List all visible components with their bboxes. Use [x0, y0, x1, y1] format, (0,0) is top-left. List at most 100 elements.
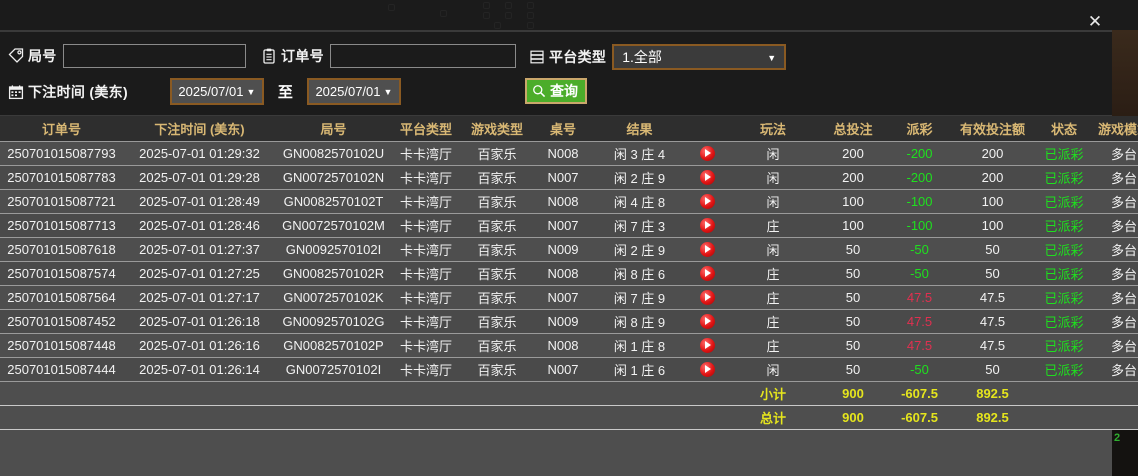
cell-status: 已派彩	[1034, 213, 1094, 238]
close-icon[interactable]: ✕	[1087, 11, 1103, 31]
col-valid-bet[interactable]: 有效投注额	[951, 116, 1034, 142]
cell-round-no: GN0092570102G	[276, 309, 391, 334]
cell-payout: 47.5	[888, 333, 951, 358]
col-game-mode[interactable]: 游戏模式	[1094, 116, 1138, 142]
order-input[interactable]	[329, 44, 516, 68]
total-row: 总计 900 -607.5 892.5	[0, 405, 1138, 430]
cell-result: 闲 1 庄 8	[593, 333, 686, 358]
col-replay	[686, 116, 728, 142]
round-filter-group: 局号	[8, 44, 246, 68]
cell-payout: -50	[888, 237, 951, 262]
col-order-no[interactable]: 订单号	[0, 116, 123, 142]
cell-payout: -200	[888, 165, 951, 190]
col-table-no[interactable]: 桌号	[533, 116, 593, 142]
search-button-label: 查询	[550, 83, 578, 99]
play-icon[interactable]	[699, 289, 715, 305]
total-label: 总计	[728, 405, 818, 430]
cell-table-no: N009	[533, 309, 593, 334]
cell-total-bet: 100	[818, 189, 888, 214]
play-icon[interactable]	[699, 241, 715, 257]
search-icon	[532, 84, 546, 98]
cell-game-type: 百家乐	[461, 261, 533, 286]
cell-result: 闲 2 庄 9	[593, 237, 686, 262]
play-icon[interactable]	[699, 145, 715, 161]
cell-total-bet: 100	[818, 213, 888, 238]
date-to-picker[interactable]: 2025/07/01 ▼	[306, 78, 401, 105]
filter-toolbar: 局号 订单号	[0, 32, 1112, 115]
table-row[interactable]: 250701015087574 2025-07-01 01:27:25 GN00…	[0, 261, 1138, 286]
table-empty-area	[0, 429, 1112, 476]
chevron-down-icon: ▼	[246, 87, 256, 97]
round-input[interactable]	[62, 44, 246, 68]
play-icon[interactable]	[699, 169, 715, 185]
col-result[interactable]: 结果	[593, 116, 686, 142]
col-play-type[interactable]: 玩法	[728, 116, 818, 142]
col-bet-time[interactable]: 下注时间 (美东)	[123, 116, 276, 142]
play-icon[interactable]	[699, 337, 715, 353]
cell-order-no: 250701015087713	[0, 213, 123, 238]
table-row[interactable]: 250701015087713 2025-07-01 01:28:46 GN00…	[0, 213, 1138, 238]
col-status[interactable]: 状态	[1034, 116, 1094, 142]
subtotal-row: 小计 900 -607.5 892.5	[0, 381, 1138, 406]
cell-valid-bet: 100	[951, 213, 1034, 238]
cell-replay	[686, 189, 728, 214]
table-row[interactable]: 250701015087793 2025-07-01 01:29:32 GN00…	[0, 141, 1138, 166]
date-from-picker[interactable]: 2025/07/01 ▼	[169, 78, 264, 105]
col-round-no[interactable]: 局号	[276, 116, 391, 142]
cell-table-no: N007	[533, 213, 593, 238]
chevron-down-icon: ▼	[383, 87, 393, 97]
total-payout: -607.5	[888, 405, 951, 430]
cell-valid-bet: 50	[951, 237, 1034, 262]
date-range-separator: 至	[277, 84, 293, 101]
table-row[interactable]: 250701015087618 2025-07-01 01:27:37 GN00…	[0, 237, 1138, 262]
cell-payout: -100	[888, 189, 951, 214]
table-row[interactable]: 250701015087452 2025-07-01 01:26:18 GN00…	[0, 309, 1138, 334]
window-top-decor	[0, 0, 1138, 30]
cell-game-mode: 多台	[1094, 261, 1138, 286]
cell-replay	[686, 333, 728, 358]
cell-game-mode: 多台	[1094, 285, 1138, 310]
play-icon[interactable]	[699, 313, 715, 329]
cell-bet-time: 2025-07-01 01:26:18	[123, 309, 276, 334]
tag-icon	[8, 48, 24, 64]
table-row[interactable]: 250701015087444 2025-07-01 01:26:14 GN00…	[0, 357, 1138, 382]
play-icon[interactable]	[699, 361, 715, 377]
cell-status: 已派彩	[1034, 189, 1094, 214]
cell-table-no: N008	[533, 141, 593, 166]
cell-play-type: 闲	[728, 141, 818, 166]
col-platform-type[interactable]: 平台类型	[391, 116, 461, 142]
total-total-bet: 900	[818, 405, 888, 430]
bettime-label: 下注时间 (美东)	[28, 83, 128, 100]
table-row[interactable]: 250701015087721 2025-07-01 01:28:49 GN00…	[0, 189, 1138, 214]
table-row[interactable]: 250701015087564 2025-07-01 01:27:17 GN00…	[0, 285, 1138, 310]
play-icon[interactable]	[699, 265, 715, 281]
col-total-bet[interactable]: 总投注	[818, 116, 888, 142]
date-from-value: 2025/07/01	[178, 84, 244, 99]
play-icon[interactable]	[699, 217, 715, 233]
table-row[interactable]: 250701015087783 2025-07-01 01:29:28 GN00…	[0, 165, 1138, 190]
cell-total-bet: 200	[818, 165, 888, 190]
cell-platform: 卡卡湾厅	[391, 141, 461, 166]
table-row[interactable]: 250701015087448 2025-07-01 01:26:16 GN00…	[0, 333, 1138, 358]
order-filter-group: 订单号	[261, 44, 516, 68]
cell-total-bet: 50	[818, 309, 888, 334]
play-icon[interactable]	[699, 193, 715, 209]
cell-total-bet: 50	[818, 333, 888, 358]
cell-platform: 卡卡湾厅	[391, 309, 461, 334]
cell-order-no: 250701015087793	[0, 141, 123, 166]
cell-table-no: N008	[533, 261, 593, 286]
cell-table-no: N007	[533, 165, 593, 190]
cell-platform: 卡卡湾厅	[391, 213, 461, 238]
search-button[interactable]: 查询	[525, 78, 587, 104]
cell-replay	[686, 213, 728, 238]
cell-bet-time: 2025-07-01 01:29:28	[123, 165, 276, 190]
orders-table-body: 250701015087793 2025-07-01 01:29:32 GN00…	[0, 141, 1138, 430]
cell-status: 已派彩	[1034, 357, 1094, 382]
col-payout[interactable]: 派彩	[888, 116, 951, 142]
cell-platform: 卡卡湾厅	[391, 333, 461, 358]
cell-total-bet: 50	[818, 237, 888, 262]
platform-filter-group: 平台类型 1.全部 ▼	[529, 44, 787, 70]
platform-select[interactable]: 1.全部 ▼	[612, 44, 787, 70]
col-game-type[interactable]: 游戏类型	[461, 116, 533, 142]
cell-table-no: N008	[533, 189, 593, 214]
